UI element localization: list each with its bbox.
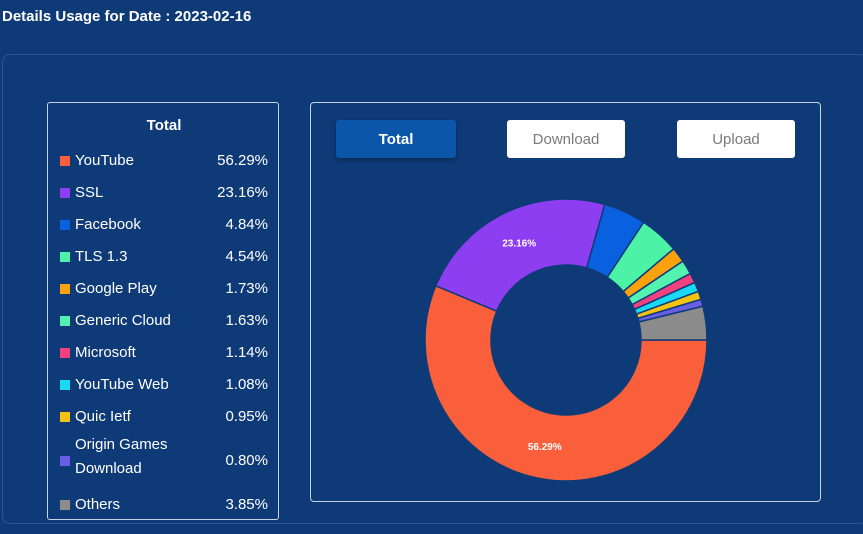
legend-item: TLS 1.3 4.54% — [48, 241, 280, 273]
legend-label: Origin Games Download — [75, 436, 168, 477]
tab-upload-button[interactable]: Upload — [677, 120, 795, 158]
legend-label: Facebook — [75, 216, 141, 233]
legend-swatch — [60, 500, 70, 510]
legend-value: 3.85% — [225, 496, 268, 513]
legend-item: Google Play 1.73% — [48, 273, 280, 305]
donut-chart: 56.29% 23.16% — [424, 198, 708, 482]
legend-swatch — [60, 456, 70, 466]
donut-slice[interactable] — [637, 305, 708, 341]
legend-value: 1.63% — [225, 312, 268, 329]
legend-panel: Total YouTube 56.29% SSL 23.16% Facebook 4.84… — [47, 102, 279, 520]
legend-item: Origin Games Download 0.80% — [48, 433, 280, 489]
legend-label: Quic Ietf — [75, 408, 131, 425]
legend-swatch — [60, 284, 70, 294]
legend-label: SSL — [75, 184, 104, 201]
legend-value: 0.80% — [225, 452, 268, 469]
legend-value: 56.29% — [217, 152, 268, 169]
legend-value: 4.84% — [225, 216, 268, 233]
legend-item: Microsoft 1.14% — [48, 337, 280, 369]
legend-item: Generic Cloud 1.63% — [48, 305, 280, 337]
legend-label: YouTube — [75, 152, 134, 169]
legend-item: SSL 23.16% — [48, 177, 280, 209]
legend-item: YouTube Web 1.08% — [48, 369, 280, 401]
legend-swatch — [60, 380, 70, 390]
slice-label: 23.16% — [502, 239, 536, 250]
legend-label: Generic Cloud — [75, 312, 171, 329]
legend-swatch — [60, 156, 70, 166]
tab-download-button[interactable]: Download — [507, 120, 625, 158]
legend-value: 1.73% — [225, 280, 268, 297]
slice-label: 56.29% — [528, 442, 562, 453]
legend-value: 4.54% — [225, 248, 268, 265]
legend-title: Total — [146, 117, 182, 134]
legend-label: Google Play — [75, 280, 157, 297]
legend-label: Microsoft — [75, 344, 136, 361]
legend-value: 1.08% — [225, 376, 268, 393]
page-title: Details Usage for Date : 2023-02-16 — [2, 8, 252, 25]
legend-item: Others 3.85% — [48, 489, 280, 521]
legend-label: YouTube Web — [75, 376, 169, 393]
legend-value: 23.16% — [217, 184, 268, 201]
legend-value: 0.95% — [225, 408, 268, 425]
legend-value: 1.14% — [225, 344, 268, 361]
legend-swatch — [60, 188, 70, 198]
donut-slice[interactable] — [434, 198, 606, 313]
tab-total-button[interactable]: Total — [336, 120, 456, 158]
legend-item: Quic Ietf 0.95% — [48, 401, 280, 433]
legend-swatch — [60, 252, 70, 262]
legend-swatch — [60, 412, 70, 422]
donut-slice[interactable] — [424, 284, 708, 482]
legend-list: YouTube 56.29% SSL 23.16% Facebook 4.84% TLS 1… — [48, 145, 280, 521]
legend-item: Facebook 4.84% — [48, 209, 280, 241]
chart-panel: Total Download Upload 56.29% 23.16% — [310, 102, 821, 502]
legend-label: Others — [75, 496, 121, 513]
legend-label: TLS 1.3 — [75, 248, 128, 265]
legend-item: YouTube 56.29% — [48, 145, 280, 177]
legend-swatch — [60, 348, 70, 358]
legend-swatch — [60, 220, 70, 230]
legend-swatch — [60, 316, 70, 326]
details-panel — [2, 54, 863, 524]
